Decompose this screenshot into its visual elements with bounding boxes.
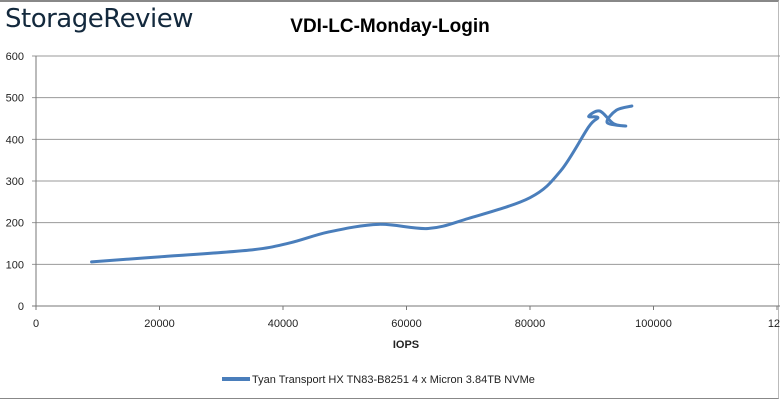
- y-tick-label: 100: [6, 259, 24, 271]
- legend-label: Tyan Transport HX TN83-B8251 4 x Micron …: [252, 374, 535, 386]
- x-axis-ticks: 0 20000 40000 60000 80000 100000 120: [33, 318, 780, 330]
- x-tick-label: 80000: [515, 318, 546, 330]
- x-tick-label: 120: [768, 318, 780, 330]
- x-axis-label: IOPS: [393, 339, 419, 351]
- y-tick-label: 600: [6, 51, 24, 63]
- y-tick-label: 200: [6, 218, 24, 230]
- y-tick-label: 0: [18, 301, 24, 313]
- x-tick-label: 60000: [391, 318, 422, 330]
- storagereview-logo: StorageReview: [5, 4, 194, 34]
- x-tick-label: 100000: [635, 318, 672, 330]
- y-tick-label: 500: [6, 93, 24, 105]
- gridlines: [32, 55, 780, 310]
- y-axis-ticks: 0 100 200 300 400 500 600: [6, 51, 24, 313]
- y-tick-label: 300: [6, 176, 24, 188]
- x-tick-label: 0: [33, 318, 39, 330]
- series-line: [90, 104, 634, 264]
- y-tick-label: 400: [6, 134, 24, 146]
- x-tick-label: 20000: [144, 318, 175, 330]
- chart-title: VDI-LC-Monday-Login: [290, 16, 490, 37]
- x-tick-label: 40000: [268, 318, 299, 330]
- series: [90, 104, 634, 264]
